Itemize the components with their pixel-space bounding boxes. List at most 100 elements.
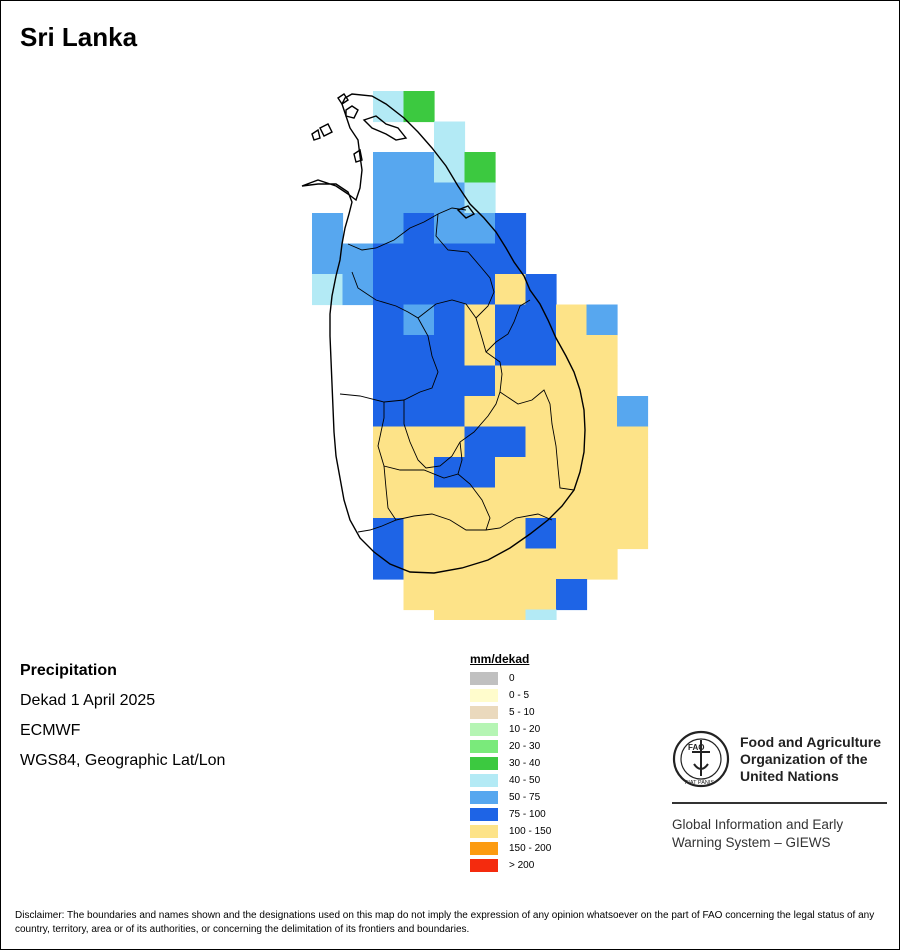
- legend-item: 0: [470, 670, 551, 687]
- grid-cell: [586, 304, 618, 336]
- grid-cell: [617, 487, 649, 519]
- legend-swatch: [470, 859, 498, 872]
- legend-label: 20 - 30: [509, 741, 541, 752]
- grid-cell: [434, 335, 466, 367]
- grid-cell: [556, 518, 588, 550]
- emblem-letters: FAO: [688, 743, 704, 752]
- grid-cell: [556, 304, 588, 336]
- legend-label: 0 - 5: [509, 690, 530, 701]
- grid-cell: [373, 335, 405, 367]
- legend-swatch: [470, 723, 498, 736]
- period-label: Dekad 1 April 2025: [20, 692, 156, 709]
- legend-swatch: [470, 757, 498, 770]
- grid-cell: [464, 487, 496, 519]
- giews-line1: Global Information and Early: [672, 817, 844, 832]
- grid-cell: [495, 243, 527, 275]
- grid-cell: [464, 396, 496, 428]
- grid-cell: [525, 335, 557, 367]
- grid-cell: [403, 487, 435, 519]
- fao-name-line2: Organization of the: [740, 751, 868, 767]
- map-title: Sri Lanka: [20, 22, 138, 52]
- grid-cell: [586, 518, 618, 550]
- grid-cell: [495, 213, 527, 245]
- legend-item: 5 - 10: [470, 704, 551, 721]
- legend-label: 10 - 20: [509, 724, 541, 735]
- precipitation-map: [301, 91, 649, 641]
- grid-cell: [403, 396, 435, 428]
- fao-block: FAO FIAT PANIS Food and Agriculture Orga…: [672, 730, 892, 852]
- legend-label: > 200: [509, 860, 535, 871]
- grid-cell: [464, 152, 496, 184]
- grid-cell: [495, 304, 527, 336]
- fao-logo: FAO FIAT PANIS Food and Agriculture Orga…: [672, 730, 892, 788]
- legend-label: 150 - 200: [509, 843, 552, 854]
- grid-cell: [556, 365, 588, 397]
- grid-cell: [403, 91, 435, 123]
- legend-swatch: [470, 774, 498, 787]
- grid-cell: [617, 518, 649, 550]
- grid-cell: [434, 121, 466, 153]
- grid-cell: [525, 274, 557, 306]
- legend-label: 100 - 150: [509, 826, 552, 837]
- grid-cell: [495, 274, 527, 306]
- grid-cell: [342, 274, 374, 306]
- grid-cell: [586, 487, 618, 519]
- grid-cell: [495, 426, 527, 458]
- legend-swatch: [470, 825, 498, 838]
- grid-cell: [403, 182, 435, 214]
- grid-cell: [525, 487, 557, 519]
- province-boundaries: [339, 207, 575, 533]
- grid-cell: [586, 396, 618, 428]
- legend-item: 30 - 40: [470, 755, 551, 772]
- grid-cell: [373, 304, 405, 336]
- grid-cell: [586, 548, 618, 580]
- grid-cell: [464, 457, 496, 489]
- grid-cell: [403, 365, 435, 397]
- legend-item: 20 - 30: [470, 738, 551, 755]
- grid-cell: [403, 518, 435, 550]
- grid-cell: [495, 579, 527, 611]
- grid-cell: [464, 609, 496, 641]
- grid-cell: [495, 335, 527, 367]
- giews-line2: Warning System – GIEWS: [672, 835, 831, 850]
- grid-cell: [556, 548, 588, 580]
- grid-cell: [373, 243, 405, 275]
- legend-label: 0: [509, 673, 515, 684]
- legend-label: 5 - 10: [509, 707, 535, 718]
- grid-cell: [434, 304, 466, 336]
- grid-cell: [464, 243, 496, 275]
- fao-emblem-icon: FAO FIAT PANIS: [672, 730, 730, 788]
- fao-name-line1: Food and Agriculture: [740, 734, 882, 750]
- grid-cell: [464, 426, 496, 458]
- grid-cell: [495, 457, 527, 489]
- legend-label: 75 - 100: [509, 809, 546, 820]
- grid-cell: [373, 365, 405, 397]
- grid-cell: [556, 426, 588, 458]
- legend-title: mm/dekad: [470, 652, 530, 666]
- grid-cell: [464, 335, 496, 367]
- grid-cell: [312, 213, 344, 245]
- data-source: ECMWF: [20, 722, 81, 739]
- fao-divider: [672, 802, 887, 804]
- grid-cell: [434, 365, 466, 397]
- map-info: Precipitation Dekad 1 April 2025 ECMWF W…: [20, 656, 225, 776]
- grid-cell: [434, 609, 466, 641]
- legend-item: 10 - 20: [470, 721, 551, 738]
- grid-cell: [617, 457, 649, 489]
- grid-cell: [434, 518, 466, 550]
- grid-cell: [525, 426, 557, 458]
- grid-cell: [403, 243, 435, 275]
- grid-cell: [403, 274, 435, 306]
- grid-cell: [464, 548, 496, 580]
- grid-cell: [464, 365, 496, 397]
- grid-cell: [525, 457, 557, 489]
- grid-cell: [464, 518, 496, 550]
- legend-label: 50 - 75: [509, 792, 541, 803]
- fao-name: Food and Agriculture Organization of the…: [740, 734, 881, 785]
- grid-cell: [586, 335, 618, 367]
- legend-item: 75 - 100: [470, 806, 551, 823]
- grid-cell: [556, 335, 588, 367]
- fao-name-line3: United Nations: [740, 768, 839, 784]
- variable-name: Precipitation: [20, 662, 117, 679]
- grid-cell: [403, 213, 435, 245]
